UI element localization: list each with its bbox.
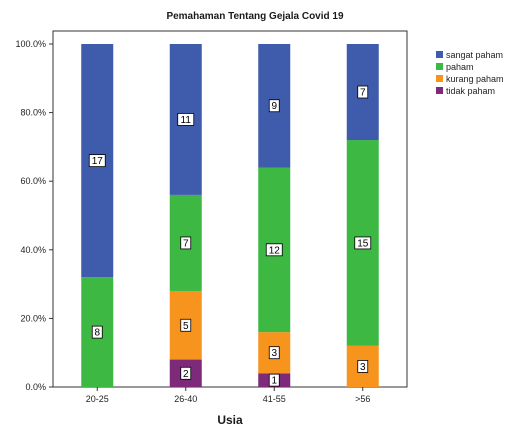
data-label: 2 [183, 369, 189, 380]
data-label: 3 [271, 348, 277, 359]
y-tick-label: 80.0% [20, 108, 46, 118]
data-label-box [177, 113, 195, 126]
data-label: 5 [183, 321, 189, 332]
y-tick-label: 20.0% [20, 313, 46, 323]
legend-swatch [436, 87, 443, 94]
data-label: 7 [183, 238, 189, 249]
legend: sangat paham paham kurang paham tidak paham [436, 50, 504, 96]
y-tick-label: 60.0% [20, 176, 46, 186]
chart-title: Pemahaman Tentang Gejala Covid 19 [166, 11, 344, 22]
y-tick-label: 40.0% [20, 245, 46, 255]
data-label-box [180, 366, 192, 380]
y-tick-label: 0.0% [25, 382, 46, 392]
data-label: 3 [360, 362, 366, 373]
data-label-box [357, 85, 369, 99]
data-label: 17 [92, 156, 104, 167]
x-tick-label: 26-40 [174, 394, 197, 404]
data-label-box [357, 360, 369, 373]
legend-label: kurang paham [446, 74, 504, 84]
plot-frame [52, 30, 408, 388]
legend-swatch [436, 63, 443, 70]
x-tick-label: >56 [355, 394, 370, 404]
data-label-box [268, 99, 280, 113]
data-label: 1 [271, 376, 277, 387]
data-label: 15 [357, 238, 369, 249]
data-label-box [354, 236, 372, 250]
data-label-box [88, 154, 106, 168]
data-label-box [91, 325, 103, 339]
data-label-box [180, 236, 192, 250]
legend-label: tidak paham [446, 86, 495, 96]
legend-swatch [436, 51, 443, 58]
data-label: 12 [269, 245, 281, 256]
x-tick-label: 20-25 [86, 394, 109, 404]
data-label: 11 [181, 115, 192, 126]
legend-label: sangat paham [446, 50, 503, 60]
data-label-box [180, 318, 192, 332]
x-tick-label: 41-55 [263, 394, 286, 404]
legend-swatch [436, 75, 443, 82]
data-label: 7 [360, 88, 366, 99]
legend-label: paham [446, 62, 474, 72]
data-label-box [268, 373, 280, 387]
data-label-box [265, 243, 283, 257]
data-label: 9 [271, 101, 277, 112]
y-tick-label: 100.0% [15, 39, 46, 49]
data-label: 8 [94, 328, 100, 339]
data-label-box [268, 346, 280, 360]
x-axis-title: Usia [217, 413, 243, 426]
